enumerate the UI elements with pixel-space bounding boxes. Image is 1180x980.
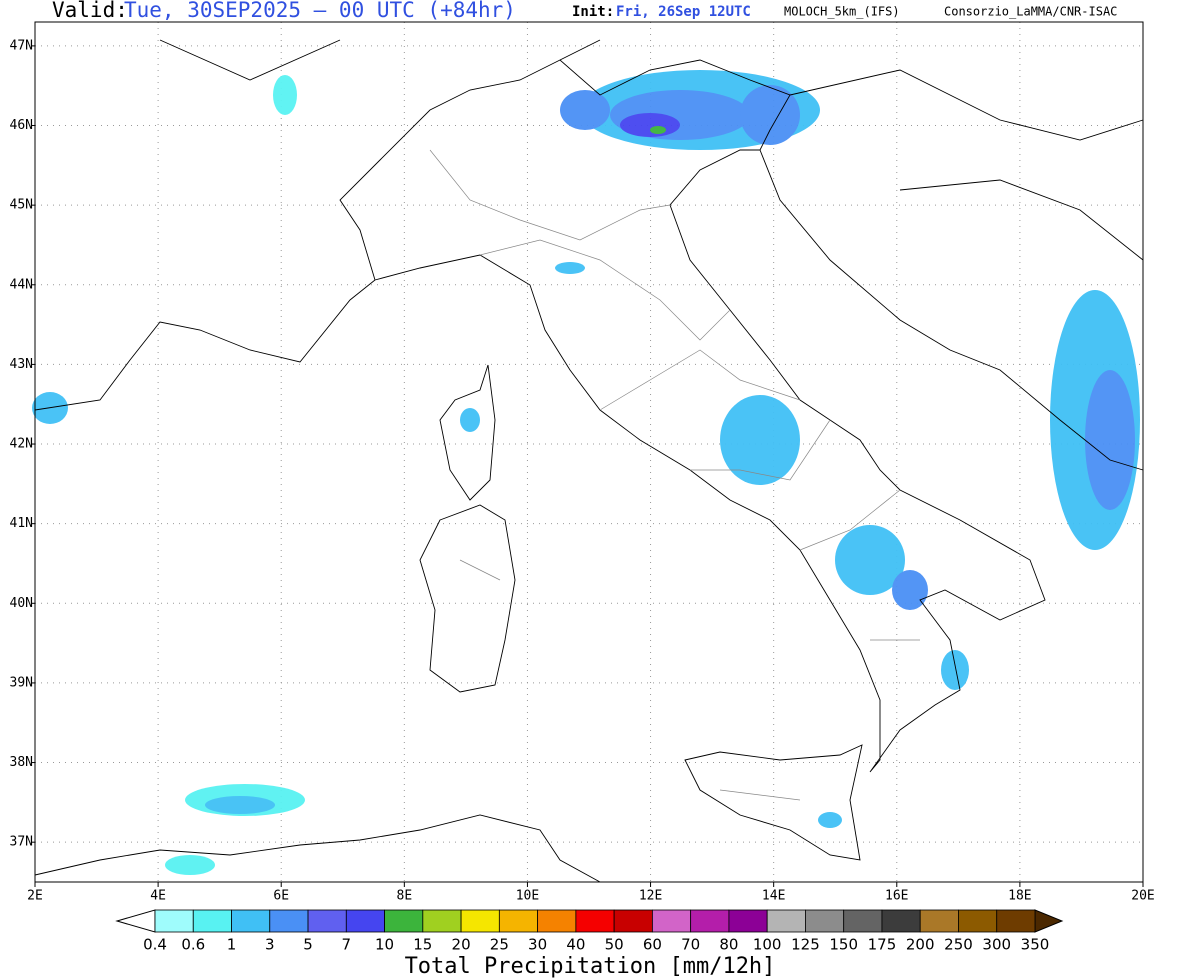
y-tick-label: 38N: [10, 755, 33, 770]
colorbar-box: [958, 909, 998, 933]
y-tick-label: 42N: [10, 437, 33, 452]
colorbar-box: [269, 909, 309, 933]
sicily: [684, 744, 863, 861]
balkan-coast: [759, 149, 1144, 471]
italy-coast: [374, 149, 1046, 773]
colorbar-label: 60: [643, 936, 662, 954]
valid-label: Valid:: [52, 0, 128, 22]
colorbar-label: 150: [829, 936, 858, 954]
north-border: [159, 39, 1144, 261]
x-tick-label: 20E: [1131, 889, 1154, 904]
colorbar-label: 100: [753, 936, 782, 954]
map: [31, 21, 1144, 887]
colorbar-label: 40: [566, 936, 585, 954]
colorbar-box: [345, 909, 385, 933]
colorbar-label: 0.4: [143, 936, 167, 954]
colorbar-label: 10: [375, 936, 394, 954]
colorbar-label: 250: [944, 936, 973, 954]
colorbar-label: 25: [490, 936, 509, 954]
x-tick-label: 10E: [516, 889, 539, 904]
colorbar-box: [498, 909, 539, 933]
colorbar-label: 3: [265, 936, 275, 954]
grid: [31, 22, 1144, 887]
y-tick-label: 44N: [10, 277, 33, 292]
colorbar-label: 20: [452, 936, 471, 954]
colorbar-label: 5: [303, 936, 313, 954]
regions: [429, 149, 920, 801]
credit: Consorzio_LaMMA/CNR-ISAC: [944, 5, 1117, 19]
colorbar-label: 300: [982, 936, 1011, 954]
colorbar-label: 1: [227, 936, 237, 954]
africa-coast: [34, 814, 601, 883]
y-tick-label: 47N: [10, 38, 33, 53]
colorbar-label: 175: [868, 936, 897, 954]
france-coast: [34, 279, 376, 411]
colorbar-label: 350: [1021, 936, 1050, 954]
y-tick-label: 40N: [10, 596, 33, 611]
precipitation: [32, 70, 1140, 875]
corsica: [439, 364, 496, 501]
sardinia: [419, 504, 516, 693]
x-tick-label: 14E: [762, 889, 785, 904]
valid-time: Tue, 30SEP2025 – 00 UTC (+84hr): [124, 0, 516, 22]
colorbar-over: [1034, 909, 1064, 933]
colorbar-box: [422, 909, 462, 933]
colorbar-label: 30: [528, 936, 547, 954]
y-tick-label: 46N: [10, 118, 33, 133]
init-label: Init:: [572, 4, 614, 20]
colorbar-under: [115, 909, 156, 933]
y-tick-label: 39N: [10, 675, 33, 690]
colorbar-box: [881, 909, 921, 933]
y-tick-label: 43N: [10, 357, 33, 372]
map-frame: [34, 21, 1144, 883]
init-time: Fri, 26Sep 12UTC: [616, 4, 751, 20]
x-tick-label: 4E: [150, 889, 166, 904]
colorbar-label: 7: [342, 936, 352, 954]
colorbar-box: [231, 909, 271, 933]
colorbar-box: [919, 909, 959, 933]
colorbar-box: [384, 909, 424, 933]
x-tick-label: 12E: [639, 889, 662, 904]
colorbar-box: [996, 909, 1036, 933]
colorbar-box: [690, 909, 730, 933]
colorbar-title: Total Precipitation [mm/12h]: [405, 954, 776, 979]
model: MOLOCH_5km_(IFS): [784, 5, 900, 19]
colorbar-label: 70: [681, 936, 700, 954]
colorbar-label: 0.6: [181, 936, 205, 954]
colorbar-label: 50: [605, 936, 624, 954]
colorbar-box: [537, 909, 577, 933]
colorbar-label: 80: [719, 936, 738, 954]
x-tick-label: 18E: [1008, 889, 1031, 904]
y-tick-label: 37N: [10, 835, 33, 850]
x-tick-label: 16E: [885, 889, 908, 904]
colorbar-label: 125: [791, 936, 820, 954]
colorbar-box: [843, 909, 883, 933]
y-tick-label: 41N: [10, 516, 33, 531]
colorbar: 0.4 0.6 1 3 5 7 10 15 20 25 30 40 50 60 70 80 100 125 150 1…: [115, 909, 1064, 954]
colorbar-box: [460, 909, 500, 933]
colorbar-box: [805, 909, 845, 933]
colorbar-box: [307, 909, 347, 933]
x-tick-label: 2E: [27, 889, 43, 904]
colorbar-box: [154, 909, 194, 933]
colorbar-box: [575, 909, 615, 933]
colorbar-label: 200: [906, 936, 935, 954]
colorbar-box: [766, 909, 806, 933]
colorbar-box: [613, 909, 653, 933]
y-tick-label: 45N: [10, 198, 33, 213]
x-tick-label: 6E: [273, 889, 289, 904]
colorbar-box: [651, 909, 692, 933]
colorbar-box: [728, 909, 768, 933]
x-tick-label: 8E: [397, 889, 413, 904]
colorbar-label: 15: [413, 936, 432, 954]
colorbar-box: [192, 909, 232, 933]
